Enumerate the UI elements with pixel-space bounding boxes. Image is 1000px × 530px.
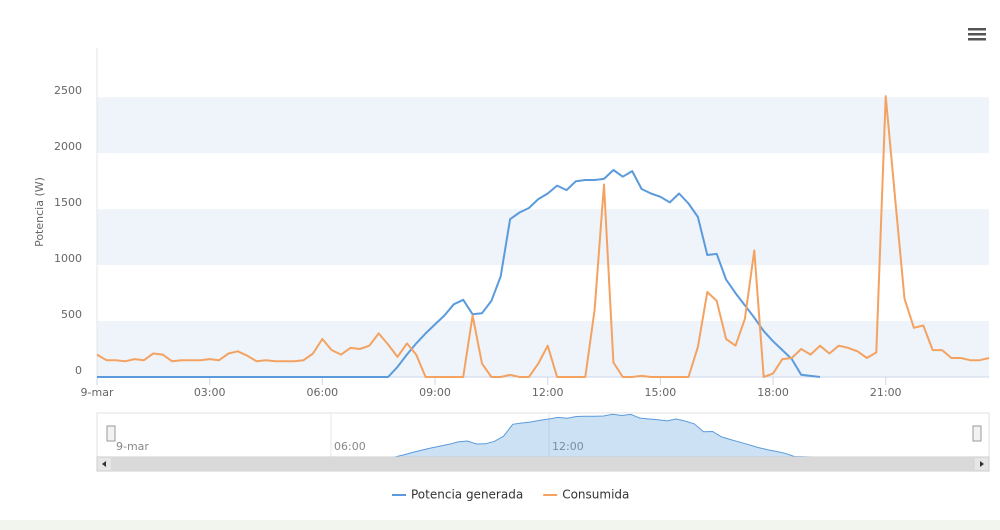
legend-label: Consumida xyxy=(562,488,629,502)
x-tick-label: 06:00 xyxy=(306,386,338,399)
x-tick-label: 03:00 xyxy=(194,386,226,399)
scroll-arrow-left xyxy=(102,461,106,467)
y-tick-label: 0 xyxy=(75,364,82,377)
navigator-tick-label: 9-mar xyxy=(116,440,149,453)
navigator-tick-label: 06:00 xyxy=(334,440,366,453)
x-tick-label: 09:00 xyxy=(419,386,451,399)
navigator-tick-label: 12:00 xyxy=(552,440,584,453)
grid-band xyxy=(97,209,989,266)
x-tick-label: 21:00 xyxy=(870,386,902,399)
x-tick-label: 9-mar xyxy=(81,386,114,399)
legend-item[interactable]: Consumida xyxy=(543,488,629,502)
navigator-handle[interactable] xyxy=(972,425,982,442)
series-line xyxy=(97,169,821,378)
scrollbar-thumb xyxy=(111,458,975,470)
scroll-arrow-right xyxy=(980,461,984,467)
grid-band xyxy=(97,321,989,377)
legend-item[interactable]: Potencia generada xyxy=(392,488,523,502)
grid-band xyxy=(97,97,989,154)
y-tick-label: 500 xyxy=(61,308,82,321)
menu-button[interactable] xyxy=(968,28,986,41)
navigator-frame xyxy=(96,412,990,458)
series-line xyxy=(96,95,990,378)
footer-strip xyxy=(0,520,1000,530)
x-tick-label: 18:00 xyxy=(757,386,789,399)
y-tick-label: 1500 xyxy=(54,196,82,209)
y-tick-label: 2500 xyxy=(54,84,82,97)
navigator-handle[interactable] xyxy=(106,425,116,442)
x-tick-label: 12:00 xyxy=(532,386,564,399)
x-tick-label: 15:00 xyxy=(645,386,677,399)
y-tick-label: 2000 xyxy=(54,140,82,153)
y-axis-label: Potencia (W) xyxy=(33,177,46,247)
legend-label: Potencia generada xyxy=(411,488,523,502)
y-tick-label: 1000 xyxy=(54,252,82,265)
